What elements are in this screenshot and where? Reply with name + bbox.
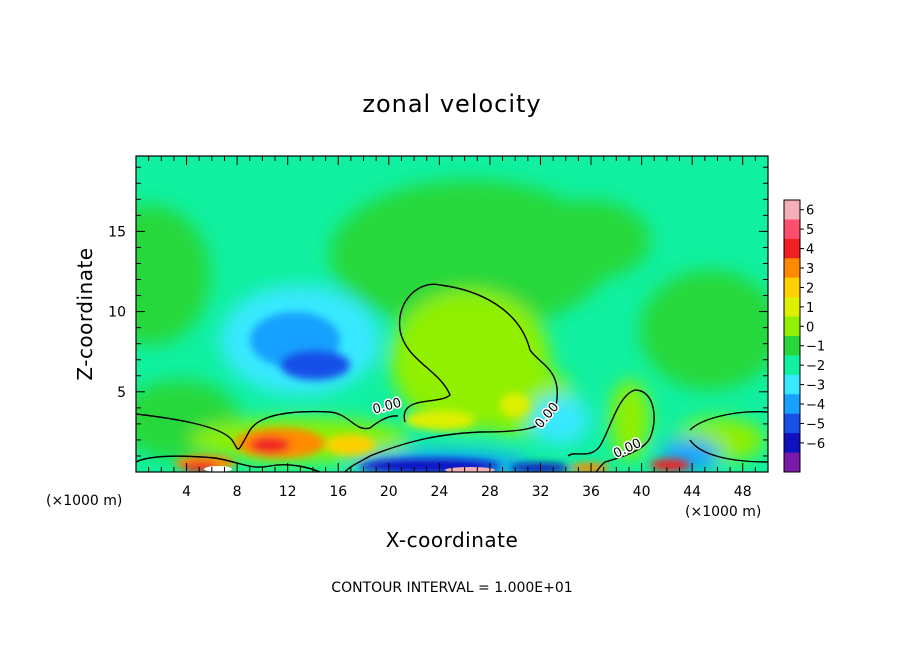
- y-tick-label: 5: [117, 385, 126, 401]
- colorbar-swatch: [784, 394, 800, 415]
- y-axis: 5 10 15: [108, 166, 768, 457]
- colorbar-label: 0: [806, 320, 814, 335]
- x-tick-label: 12: [279, 484, 297, 500]
- y-tick-label: 15: [108, 224, 126, 240]
- x-tick-label: 16: [329, 484, 347, 500]
- colorbar: 6 5 4 3 2 1 0 −1 −2 −3 −4 −5 −6: [783, 199, 825, 473]
- colorbar-label: −3: [806, 379, 825, 394]
- colorbar-label: 4: [806, 243, 814, 258]
- colorbar-swatch: [784, 433, 800, 453]
- colorbar-swatch: [784, 258, 800, 279]
- colorbar-swatch: [784, 219, 800, 240]
- colorbar-label: 1: [806, 301, 814, 316]
- colorbar-label: 6: [806, 204, 814, 219]
- colorbar-swatch: [784, 277, 800, 298]
- x-axis-title: X-coordinate: [386, 528, 519, 552]
- colorbar-swatch: [784, 297, 800, 317]
- x-tick-label: 4: [182, 484, 191, 500]
- colorbar-swatch: [784, 200, 800, 220]
- colorbar-swatch: [784, 316, 800, 337]
- footer-note: CONTOUR INTERVAL = 1.000E+01: [331, 580, 572, 596]
- colorbar-swatch: [784, 374, 800, 395]
- colorbar-swatch: [784, 452, 800, 473]
- colorbar-label: −1: [806, 340, 825, 355]
- x-tick-label: 40: [633, 484, 651, 500]
- colorbar-swatch: [784, 413, 800, 434]
- x-tick-label: 24: [430, 484, 448, 500]
- colorbar-swatch: [784, 238, 800, 259]
- colorbar-label: 5: [806, 223, 814, 238]
- x-tick-label: 48: [734, 484, 752, 500]
- y-tick-label: 10: [108, 305, 126, 321]
- x-tick-label: 8: [233, 484, 242, 500]
- colorbar-swatch: [784, 355, 800, 376]
- colorbar-label: 2: [806, 281, 814, 296]
- x-tick-label: 20: [380, 484, 398, 500]
- colorbar-label: −4: [806, 398, 825, 413]
- zero-contours: [136, 283, 768, 472]
- x-unit-left: (×1000 m): [46, 493, 122, 509]
- colorbar-label: −2: [806, 359, 825, 374]
- heatmap-field: [136, 156, 768, 472]
- colorbar-frame: [783, 199, 801, 473]
- colorbar-label: −5: [806, 417, 825, 432]
- x-tick-label: 28: [481, 484, 499, 500]
- colorbar-label: −6: [806, 437, 825, 452]
- x-tick-label: 36: [582, 484, 600, 500]
- y-axis-title: Z-coordinate: [73, 247, 97, 380]
- x-axis: 4 8 12 16 20 24 28 32 36 40 44 48: [148, 156, 756, 500]
- colorbar-swatch: [784, 336, 800, 356]
- x-tick-label: 44: [683, 484, 701, 500]
- chart-title: zonal velocity: [362, 90, 541, 118]
- x-tick-label: 32: [532, 484, 550, 500]
- colorbar-label: 3: [806, 262, 814, 277]
- x-unit-right: (×1000 m): [685, 504, 761, 520]
